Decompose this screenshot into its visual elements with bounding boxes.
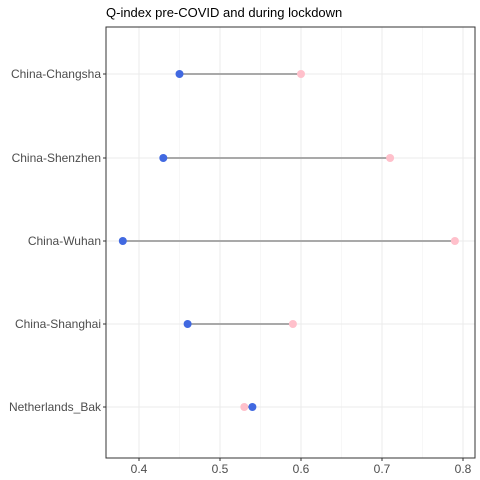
series-1-point <box>159 154 168 162</box>
y-tick-label: China-Shanghai <box>15 317 101 331</box>
series-1-point <box>248 403 257 411</box>
series-2-point <box>288 320 297 328</box>
series-2-point <box>240 403 249 411</box>
series-1-point <box>118 237 127 245</box>
x-tick-label: 0.8 <box>455 462 472 476</box>
series-2-point <box>297 70 305 78</box>
series-2-point <box>450 237 459 245</box>
y-tick-label: China-Wuhan <box>28 234 101 248</box>
series-1-point <box>175 70 184 78</box>
x-tick-label: 0.4 <box>131 462 148 476</box>
y-tick-label: Netherlands_Bak <box>9 400 102 414</box>
y-tick-label: China-Shenzhen <box>12 151 101 165</box>
x-tick-label: 0.5 <box>212 462 229 476</box>
panel-border <box>105 26 476 459</box>
segment-layer <box>122 73 455 408</box>
series-2-point <box>386 154 395 162</box>
x-tick-label: 0.6 <box>293 462 310 476</box>
point-layer <box>118 70 459 411</box>
axis-layer: China-Changsha China-Shenzhen China-Wuhan C… <box>9 67 472 476</box>
chart-title: Q-index pre-COVID and during lockdown <box>106 5 342 20</box>
series-1-point <box>183 320 192 328</box>
y-tick-label: China-Changsha <box>11 67 101 81</box>
x-tick-label: 0.7 <box>374 462 391 476</box>
